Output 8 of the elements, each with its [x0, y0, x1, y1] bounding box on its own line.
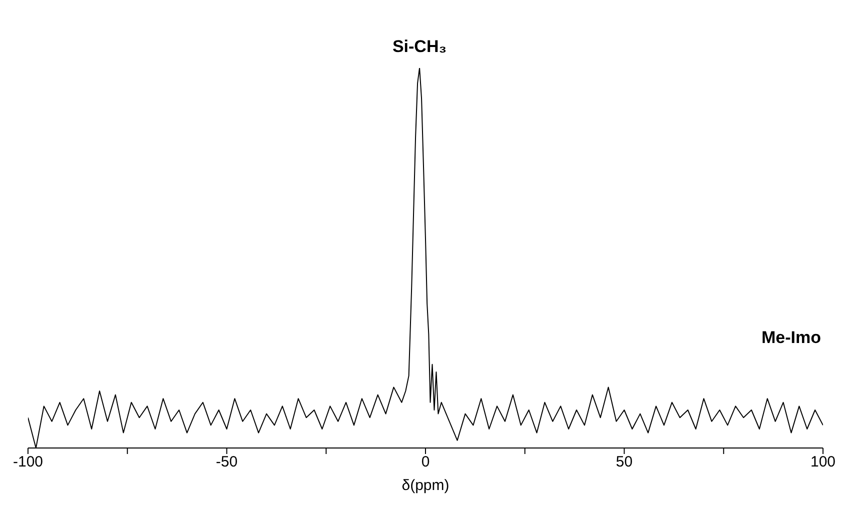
x-tick-label: 0	[421, 454, 430, 471]
x-tick-label: 50	[616, 454, 633, 471]
annotation: Si-CH₃	[392, 37, 447, 56]
annotation: Me-Imo	[762, 328, 821, 348]
x-tick-label: -100	[12, 454, 44, 471]
x-tick-label: 100	[810, 454, 836, 471]
x-tick-label: -50	[216, 454, 238, 471]
x-axis-title: δ(ppm)	[402, 477, 450, 494]
